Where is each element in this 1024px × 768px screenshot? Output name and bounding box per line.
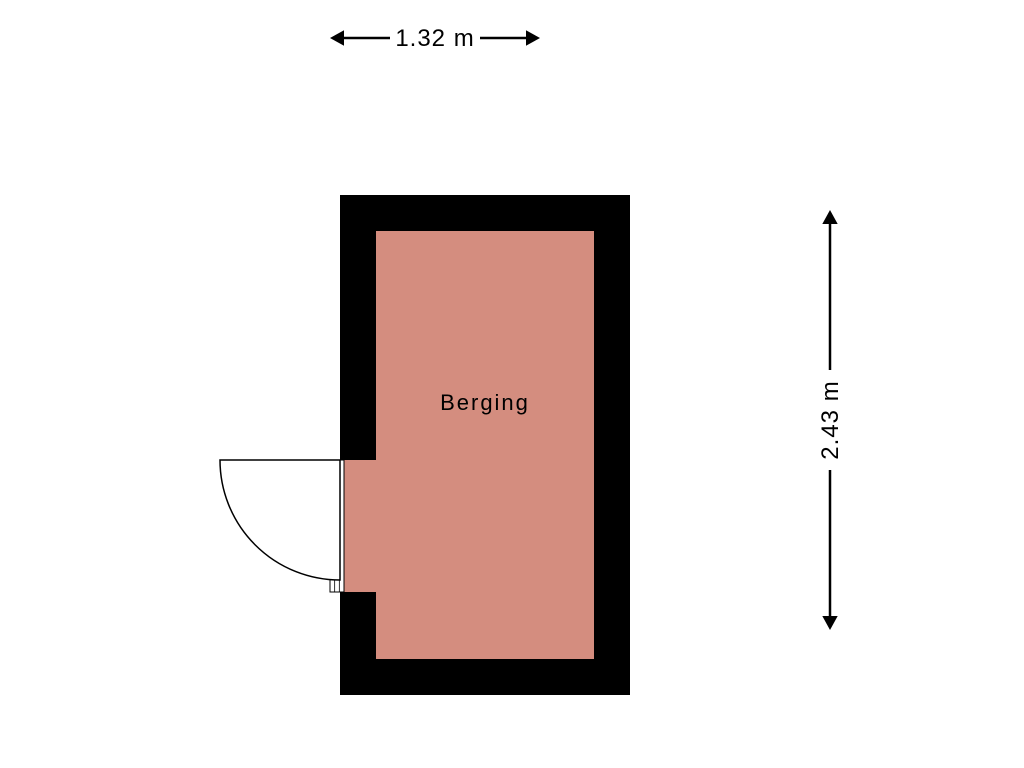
door-opening <box>340 460 376 592</box>
room-label: Berging <box>440 390 530 415</box>
room-floor <box>376 231 594 659</box>
dim-width-label: 1.32 m <box>395 25 474 52</box>
dim-height-label: 2.43 m <box>817 380 844 459</box>
